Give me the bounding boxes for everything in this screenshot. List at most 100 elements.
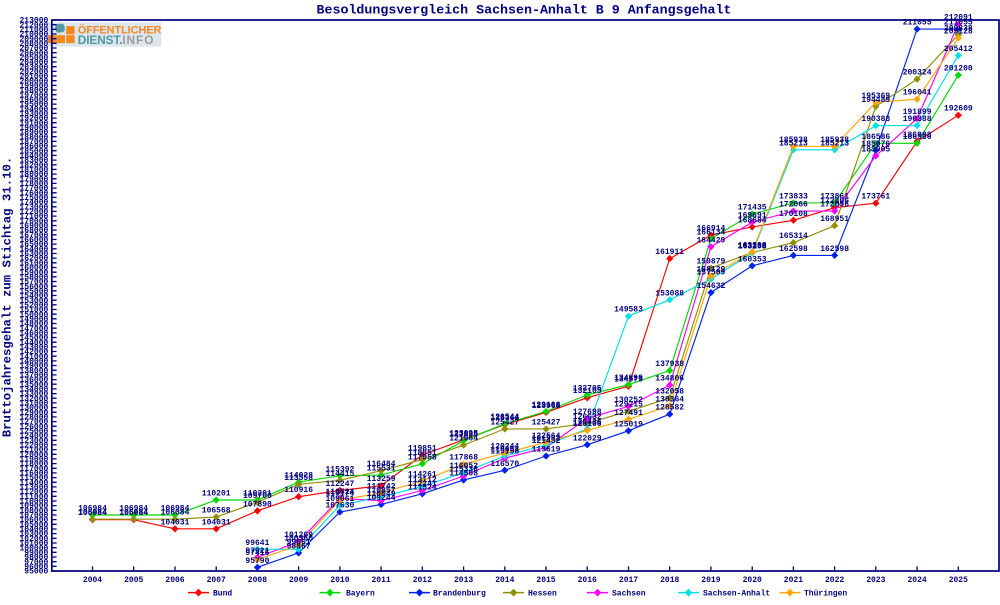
svg-text:209000: 209000 xyxy=(19,35,48,44)
svg-text:185000: 185000 xyxy=(19,147,48,156)
svg-text:201000: 201000 xyxy=(19,73,48,82)
svg-text:2013: 2013 xyxy=(454,576,473,585)
svg-text:115000: 115000 xyxy=(19,474,48,483)
svg-text:149000: 149000 xyxy=(19,315,48,324)
svg-text:120244: 120244 xyxy=(490,443,519,452)
svg-text:199000: 199000 xyxy=(19,82,48,91)
svg-text:161000: 161000 xyxy=(19,259,48,268)
svg-text:130364: 130364 xyxy=(655,395,684,404)
svg-text:140000: 140000 xyxy=(19,358,48,367)
svg-text:132000: 132000 xyxy=(19,395,48,404)
svg-text:98867: 98867 xyxy=(287,542,311,551)
svg-text:204000: 204000 xyxy=(19,59,48,68)
svg-text:107000: 107000 xyxy=(19,512,48,521)
svg-text:159879: 159879 xyxy=(696,258,725,267)
svg-text:122000: 122000 xyxy=(19,442,48,451)
svg-text:2006: 2006 xyxy=(165,576,184,585)
svg-text:101000: 101000 xyxy=(19,540,48,549)
svg-text:211055: 211055 xyxy=(903,19,932,28)
svg-text:118851: 118851 xyxy=(408,449,437,458)
svg-text:169000: 169000 xyxy=(19,222,48,231)
svg-text:159000: 159000 xyxy=(19,269,48,278)
svg-text:127491: 127491 xyxy=(614,409,643,418)
svg-text:130252: 130252 xyxy=(614,396,643,405)
svg-text:181000: 181000 xyxy=(19,166,48,175)
svg-text:175000: 175000 xyxy=(19,194,48,203)
svg-text:121952: 121952 xyxy=(532,435,561,444)
svg-text:185938: 185938 xyxy=(820,136,849,145)
svg-text:99661: 99661 xyxy=(287,539,311,548)
svg-text:110049: 110049 xyxy=(367,490,396,499)
svg-text:109244: 109244 xyxy=(367,494,396,503)
svg-text:137000: 137000 xyxy=(19,372,48,381)
svg-text:187000: 187000 xyxy=(19,138,48,147)
svg-text:2025: 2025 xyxy=(949,576,968,585)
svg-text:203000: 203000 xyxy=(19,63,48,72)
svg-text:125106: 125106 xyxy=(573,420,602,429)
svg-text:95000: 95000 xyxy=(24,568,48,577)
svg-text:107630: 107630 xyxy=(325,502,354,511)
svg-text:186586: 186586 xyxy=(903,133,932,142)
svg-text:114028: 114028 xyxy=(284,472,313,481)
svg-text:173761: 173761 xyxy=(861,193,890,202)
svg-text:102000: 102000 xyxy=(19,535,48,544)
svg-text:116570: 116570 xyxy=(490,460,519,469)
svg-text:113000: 113000 xyxy=(19,484,48,493)
svg-text:154632: 154632 xyxy=(696,282,725,291)
svg-text:113259: 113259 xyxy=(367,475,396,484)
svg-text:138000: 138000 xyxy=(19,367,48,376)
svg-text:97416: 97416 xyxy=(245,549,269,558)
svg-text:164000: 164000 xyxy=(19,245,48,254)
svg-text:184000: 184000 xyxy=(19,152,48,161)
svg-text:Bund: Bund xyxy=(213,590,232,599)
svg-text:154000: 154000 xyxy=(19,292,48,301)
svg-text:2004: 2004 xyxy=(83,576,102,585)
svg-text:163308: 163308 xyxy=(738,242,767,251)
svg-text:165314: 165314 xyxy=(779,232,808,241)
svg-text:132058: 132058 xyxy=(655,388,684,397)
svg-text:111000: 111000 xyxy=(19,493,48,502)
svg-text:205412: 205412 xyxy=(944,45,973,54)
svg-text:211055: 211055 xyxy=(944,19,973,28)
svg-text:126000: 126000 xyxy=(19,423,48,432)
svg-text:173833: 173833 xyxy=(779,192,808,201)
svg-text:150000: 150000 xyxy=(19,311,48,320)
svg-text:190388: 190388 xyxy=(903,115,932,124)
svg-text:116484: 116484 xyxy=(367,460,396,469)
svg-text:177000: 177000 xyxy=(19,185,48,194)
svg-text:161911: 161911 xyxy=(655,248,684,257)
svg-text:179000: 179000 xyxy=(19,175,48,184)
svg-text:127000: 127000 xyxy=(19,418,48,427)
svg-text:212000: 212000 xyxy=(19,21,48,30)
svg-text:163208: 163208 xyxy=(738,242,767,251)
svg-text:193000: 193000 xyxy=(19,110,48,119)
svg-text:134899: 134899 xyxy=(614,374,643,383)
svg-text:Hessen: Hessen xyxy=(528,590,557,599)
svg-text:186000: 186000 xyxy=(19,143,48,152)
svg-text:160353: 160353 xyxy=(738,255,767,264)
svg-text:126344: 126344 xyxy=(490,414,519,423)
svg-text:188000: 188000 xyxy=(19,133,48,142)
svg-text:110201: 110201 xyxy=(202,490,231,499)
svg-text:170000: 170000 xyxy=(19,217,48,226)
svg-text:190000: 190000 xyxy=(19,124,48,133)
svg-text:113112: 113112 xyxy=(408,476,437,485)
svg-text:139000: 139000 xyxy=(19,362,48,371)
svg-text:165000: 165000 xyxy=(19,241,48,250)
svg-text:106984: 106984 xyxy=(119,505,148,514)
svg-text:110000: 110000 xyxy=(19,498,48,507)
svg-text:205000: 205000 xyxy=(19,54,48,63)
svg-text:117958: 117958 xyxy=(408,453,437,462)
svg-text:128582: 128582 xyxy=(655,404,684,413)
svg-text:162598: 162598 xyxy=(820,245,849,254)
svg-text:125427: 125427 xyxy=(532,418,561,427)
svg-text:143000: 143000 xyxy=(19,344,48,353)
svg-text:129215: 129215 xyxy=(614,401,643,410)
svg-text:122885: 122885 xyxy=(449,430,478,439)
svg-text:115392: 115392 xyxy=(325,465,354,474)
svg-text:114261: 114261 xyxy=(408,471,437,480)
svg-text:115531: 115531 xyxy=(367,465,396,474)
svg-text:109000: 109000 xyxy=(19,502,48,511)
svg-text:167000: 167000 xyxy=(19,231,48,240)
svg-text:171000: 171000 xyxy=(19,213,48,222)
